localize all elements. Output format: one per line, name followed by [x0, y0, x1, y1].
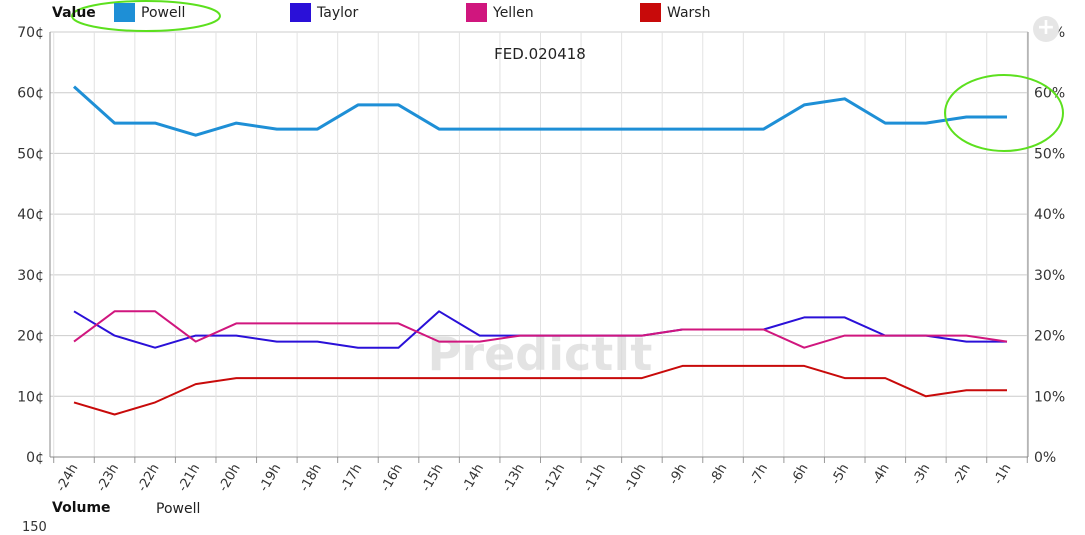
legend-label-powell: Powell	[141, 4, 186, 21]
grid-lines	[50, 31, 1028, 458]
y-tick-label-left: 40¢	[17, 207, 44, 223]
volume-section: Volume Powell 150	[0, 498, 1085, 535]
series-lines	[72, 85, 1008, 416]
legend-item-taylor[interactable]: Taylor	[290, 3, 358, 22]
y-tick-label-left: 0¢	[26, 450, 44, 466]
y-tick-label-left: 20¢	[17, 329, 44, 345]
legend-swatch-warsh	[640, 3, 661, 22]
y-tick-label-right: 20%	[1034, 329, 1065, 345]
y-tick-label-left: 70¢	[17, 25, 44, 41]
legend-swatch-taylor	[290, 3, 311, 22]
legend-item-warsh[interactable]: Warsh	[640, 3, 710, 22]
x-tick-label: -16h	[378, 462, 406, 495]
y-tick-label-left: 10¢	[17, 389, 44, 405]
legend-label-taylor: Taylor	[317, 4, 359, 21]
x-tick-label: -1h	[991, 462, 1015, 488]
y-tick-label-left: 30¢	[17, 268, 44, 284]
x-tick-label: -14h	[459, 462, 487, 495]
y-tick-label-right: 30%	[1034, 268, 1065, 284]
series-line-powell[interactable]	[72, 85, 1007, 137]
legend-swatch-yellen	[466, 3, 487, 22]
series-line-warsh[interactable]	[73, 364, 1007, 416]
chart-title: FED.020418	[494, 45, 586, 63]
x-tick-label: -20h	[216, 462, 244, 495]
highlight-ellipse-legend	[71, 0, 221, 32]
y-tick-label-right: 50%	[1034, 146, 1065, 162]
y-tick-label-left: 60¢	[17, 86, 44, 102]
axes: 0¢ 0%10¢ 10%20¢ 20%30¢ 30%40¢ 40%50¢ 50%60¢ 60%…	[17, 25, 1065, 495]
x-tick-label: -4h	[869, 462, 893, 488]
legend-label-yellen: Yellen	[493, 4, 534, 21]
legend: Value Powell Taylor Yellen Warsh	[0, 3, 1085, 25]
x-tick-label: -23h	[94, 462, 122, 495]
x-tick-label: -10h	[622, 462, 650, 495]
legend-item-powell[interactable]: Powell	[114, 3, 185, 22]
legend-title: Value	[52, 5, 96, 21]
x-tick-label: -17h	[338, 462, 366, 495]
series-line-yellen[interactable]	[73, 310, 1008, 349]
volume-label: Volume	[52, 500, 111, 516]
x-tick-label: -11h	[581, 462, 609, 495]
x-tick-label: -13h	[500, 462, 528, 495]
x-tick-label: -7h	[747, 462, 771, 488]
legend-item-yellen[interactable]: Yellen	[466, 3, 534, 22]
x-tick-label: -15h	[419, 462, 447, 495]
volume-series-label: Powell	[156, 501, 201, 517]
x-tick-label: -5h	[829, 462, 853, 488]
x-tick-label: -19h	[257, 462, 285, 495]
x-tick-label: -9h	[666, 462, 690, 488]
x-tick-label: -2h	[950, 462, 974, 488]
y-tick-label-right: 10%	[1034, 389, 1065, 405]
y-tick-label-right: 40%	[1034, 207, 1065, 223]
x-tick-label: -6h	[788, 462, 812, 488]
x-tick-label: -24h	[54, 462, 82, 495]
legend-swatch-powell	[114, 3, 135, 22]
x-tick-label: -21h	[175, 462, 203, 495]
plus-icon[interactable]: +	[1033, 16, 1059, 42]
x-tick-label: -8h	[707, 462, 731, 488]
x-tick-label: -18h	[297, 462, 325, 495]
legend-label-warsh: Warsh	[667, 4, 711, 21]
highlight-ellipse-powell	[944, 74, 1064, 152]
y-tick-label-left: 50¢	[17, 146, 44, 162]
y-tick-label-right: 0%	[1034, 450, 1056, 466]
x-tick-label: -3h	[910, 462, 934, 488]
annotations	[71, 0, 1064, 152]
x-tick-label: -22h	[135, 462, 163, 495]
x-tick-label: -12h	[541, 462, 569, 495]
